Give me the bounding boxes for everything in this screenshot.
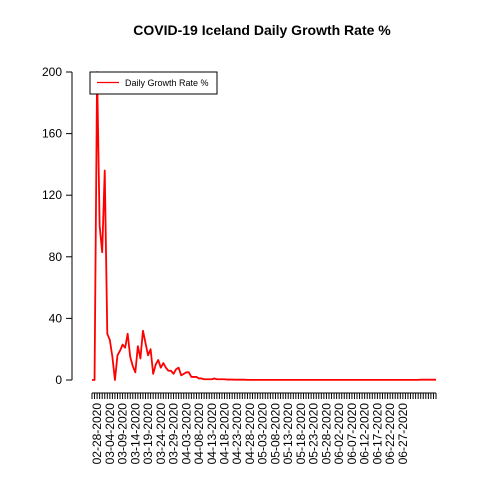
y-axis: 0 40 80 120 160 200 xyxy=(42,65,72,387)
y-tick-label: 80 xyxy=(49,250,63,264)
y-tick-label: 0 xyxy=(55,373,62,387)
legend: Daily Growth Rate % xyxy=(90,72,217,94)
y-tick-label: 40 xyxy=(49,311,63,325)
series-line xyxy=(92,72,436,380)
series-layer xyxy=(92,72,436,380)
y-tick-label: 200 xyxy=(42,65,62,79)
x-tick-label: 06-27-2020 xyxy=(396,403,410,465)
y-tick-label: 120 xyxy=(42,188,62,202)
y-tick-label: 160 xyxy=(42,127,62,141)
legend-label: Daily Growth Rate % xyxy=(125,78,209,88)
x-axis: 02-28-202003-04-202003-09-202003-14-2020… xyxy=(90,393,436,464)
chart-title: COVID-19 Iceland Daily Growth Rate % xyxy=(133,22,391,38)
